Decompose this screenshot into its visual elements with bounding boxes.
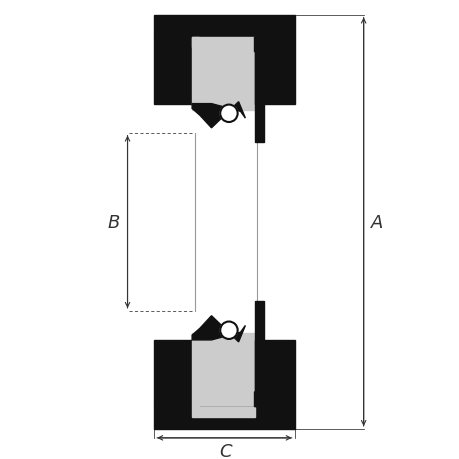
Circle shape <box>220 322 237 339</box>
Text: A: A <box>370 213 382 231</box>
Polygon shape <box>254 340 294 407</box>
Polygon shape <box>254 387 269 407</box>
Polygon shape <box>154 16 294 38</box>
Polygon shape <box>154 38 192 104</box>
Polygon shape <box>192 38 198 104</box>
Polygon shape <box>154 407 294 429</box>
Polygon shape <box>192 102 245 129</box>
Polygon shape <box>192 38 254 48</box>
Bar <box>192 31 254 111</box>
Polygon shape <box>192 340 198 407</box>
Text: C: C <box>219 442 231 459</box>
Polygon shape <box>254 38 269 57</box>
Text: B: B <box>107 213 120 231</box>
Polygon shape <box>254 38 263 143</box>
Polygon shape <box>154 340 192 407</box>
Polygon shape <box>192 316 245 342</box>
Polygon shape <box>192 407 254 417</box>
Circle shape <box>220 106 237 123</box>
Bar <box>192 333 254 414</box>
Polygon shape <box>254 302 263 407</box>
Polygon shape <box>254 38 294 104</box>
